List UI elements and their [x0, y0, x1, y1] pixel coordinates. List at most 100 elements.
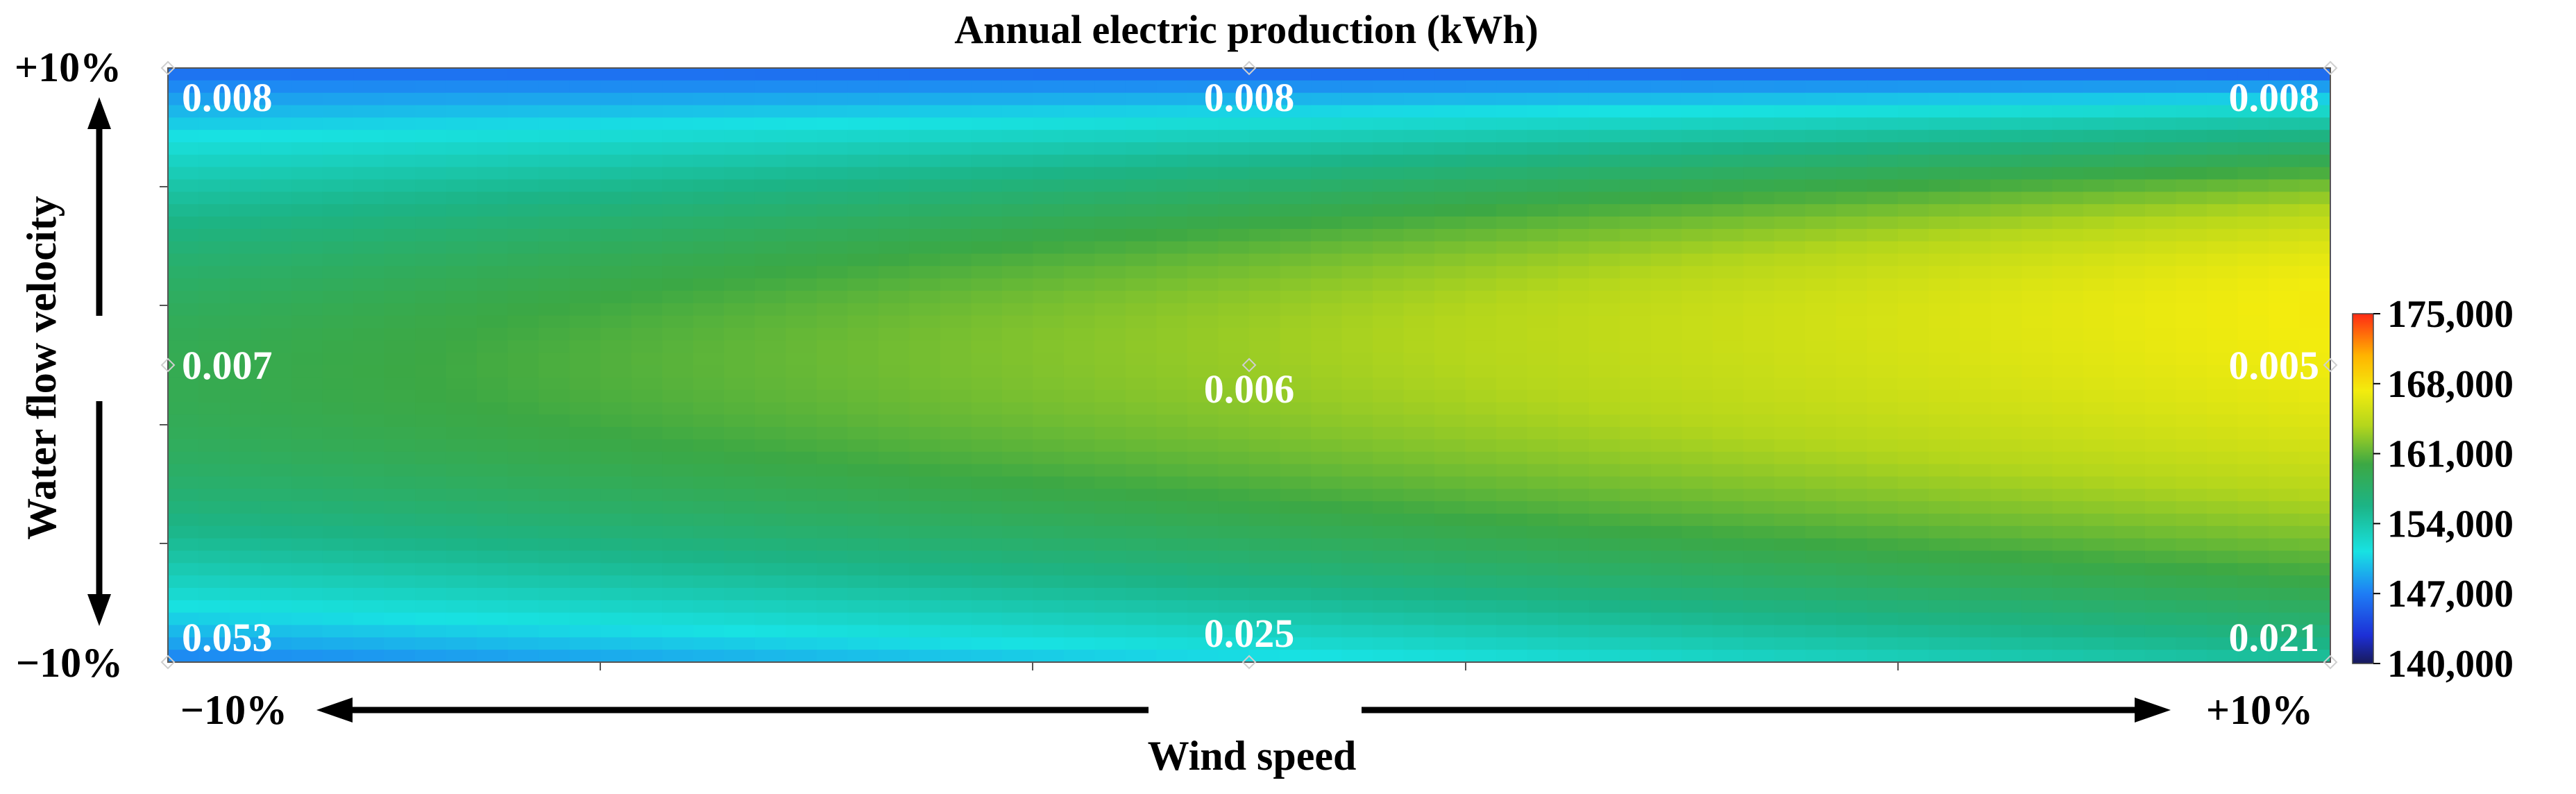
heatmap-cell — [1311, 612, 1343, 626]
heatmap-cell — [384, 353, 416, 366]
heatmap-cell — [2206, 303, 2239, 316]
heatmap-cell — [2114, 154, 2146, 168]
heatmap-cell — [1063, 464, 1096, 478]
heatmap-cell — [1558, 253, 1590, 267]
heatmap-cell — [415, 192, 447, 205]
heatmap-cell — [1125, 377, 1158, 391]
heatmap-cell — [2114, 278, 2146, 292]
heatmap-cell — [2237, 427, 2269, 440]
heatmap-cell — [1094, 278, 1126, 292]
heatmap-cell — [693, 377, 725, 391]
heatmap-cell — [477, 489, 509, 502]
heatmap-cell — [1805, 353, 1837, 366]
heatmap-cell — [1527, 117, 1559, 130]
heatmap-cell — [631, 476, 663, 490]
heatmap-cell — [1403, 588, 1435, 601]
heatmap-cell — [1959, 291, 1992, 304]
heatmap-cell — [1929, 130, 1960, 143]
heatmap-cell — [198, 80, 230, 94]
heatmap-cell — [1434, 464, 1466, 478]
heatmap-cell — [1836, 414, 1868, 428]
heatmap-cell — [2021, 80, 2053, 94]
heatmap-cell — [1187, 303, 1219, 316]
heatmap-cell — [662, 476, 694, 490]
heatmap-cell — [1094, 217, 1126, 230]
heatmap-cell — [940, 253, 972, 267]
heatmap-cell — [1650, 514, 1682, 527]
heatmap-cell — [1496, 228, 1528, 242]
heatmap-cell — [2052, 291, 2084, 304]
heatmap-cell — [2268, 80, 2300, 94]
heatmap-cell — [1805, 328, 1837, 341]
heatmap-cell — [2268, 439, 2300, 453]
heatmap-cell — [198, 575, 230, 589]
heatmap-cell — [1187, 525, 1219, 539]
heatmap-cell — [724, 650, 756, 663]
heatmap-cell — [2114, 365, 2146, 378]
heatmap-cell — [291, 303, 323, 316]
heatmap-cell — [1588, 476, 1620, 490]
heatmap-cell — [2021, 451, 2053, 465]
heatmap-cell — [816, 464, 849, 478]
heatmap-cell — [1280, 550, 1312, 564]
heatmap-cell — [1063, 439, 1096, 453]
heatmap-cell — [971, 464, 1003, 478]
heatmap-cell — [1867, 154, 1899, 168]
heatmap-cell — [1743, 80, 1775, 94]
heatmap-cell — [1063, 538, 1096, 552]
heatmap-cell — [1341, 217, 1373, 230]
heatmap-cell — [1187, 538, 1219, 552]
heatmap-cell — [1712, 68, 1745, 81]
heatmap-cell — [847, 291, 879, 304]
heatmap-cell — [2021, 600, 2053, 614]
heatmap-cell — [1280, 414, 1312, 428]
heatmap-cell — [754, 142, 787, 155]
heatmap-cell — [2237, 303, 2269, 316]
heatmap-cell — [1403, 476, 1435, 490]
heatmap-cell — [816, 514, 849, 527]
heatmap-cell — [878, 68, 910, 81]
heatmap-cell — [847, 228, 879, 242]
heatmap-cell — [2144, 303, 2177, 316]
heatmap-cell — [1712, 427, 1745, 440]
heatmap-cell — [971, 377, 1003, 391]
heatmap-cell — [1403, 105, 1435, 119]
heatmap-cell — [1712, 278, 1745, 292]
heatmap-cell — [724, 389, 756, 403]
heatmap-cell — [2299, 538, 2331, 552]
heatmap-cell — [1373, 303, 1405, 316]
heatmap-cell — [1588, 291, 1620, 304]
heatmap-cell — [1681, 142, 1713, 155]
heatmap-cell — [1527, 464, 1559, 478]
heatmap-cell — [1805, 439, 1837, 453]
heatmap-cell — [1033, 142, 1065, 155]
heatmap-cell — [971, 167, 1003, 180]
heatmap-cell — [1588, 489, 1620, 502]
heatmap-cell — [1681, 253, 1713, 267]
heatmap-cell — [2144, 192, 2177, 205]
heatmap-cell — [1588, 612, 1620, 626]
heatmap-cell — [662, 402, 694, 416]
heatmap-cell — [260, 377, 292, 391]
heatmap-cell — [1311, 130, 1343, 143]
heatmap-cell — [2176, 514, 2208, 527]
heatmap-cell — [260, 650, 292, 663]
heatmap-cell — [198, 179, 230, 193]
heatmap-cell — [1001, 105, 1034, 119]
heatmap-cell — [230, 154, 262, 168]
heatmap-cell — [1094, 340, 1126, 353]
heatmap-cell — [1063, 92, 1096, 106]
heatmap-cell — [1712, 117, 1745, 130]
heatmap-cell — [754, 637, 787, 650]
heatmap-cell — [724, 501, 756, 514]
heatmap-cell — [1805, 303, 1837, 316]
heatmap-cell — [1033, 353, 1065, 366]
heatmap-cell — [1712, 315, 1745, 329]
heatmap-cell — [1558, 538, 1590, 552]
heatmap-cell — [1990, 525, 2022, 539]
heatmap-cell — [1712, 179, 1745, 193]
heatmap-cell — [2237, 179, 2269, 193]
heatmap-cell — [847, 340, 879, 353]
heatmap-cell — [631, 353, 663, 366]
heatmap-cell — [2268, 353, 2300, 366]
